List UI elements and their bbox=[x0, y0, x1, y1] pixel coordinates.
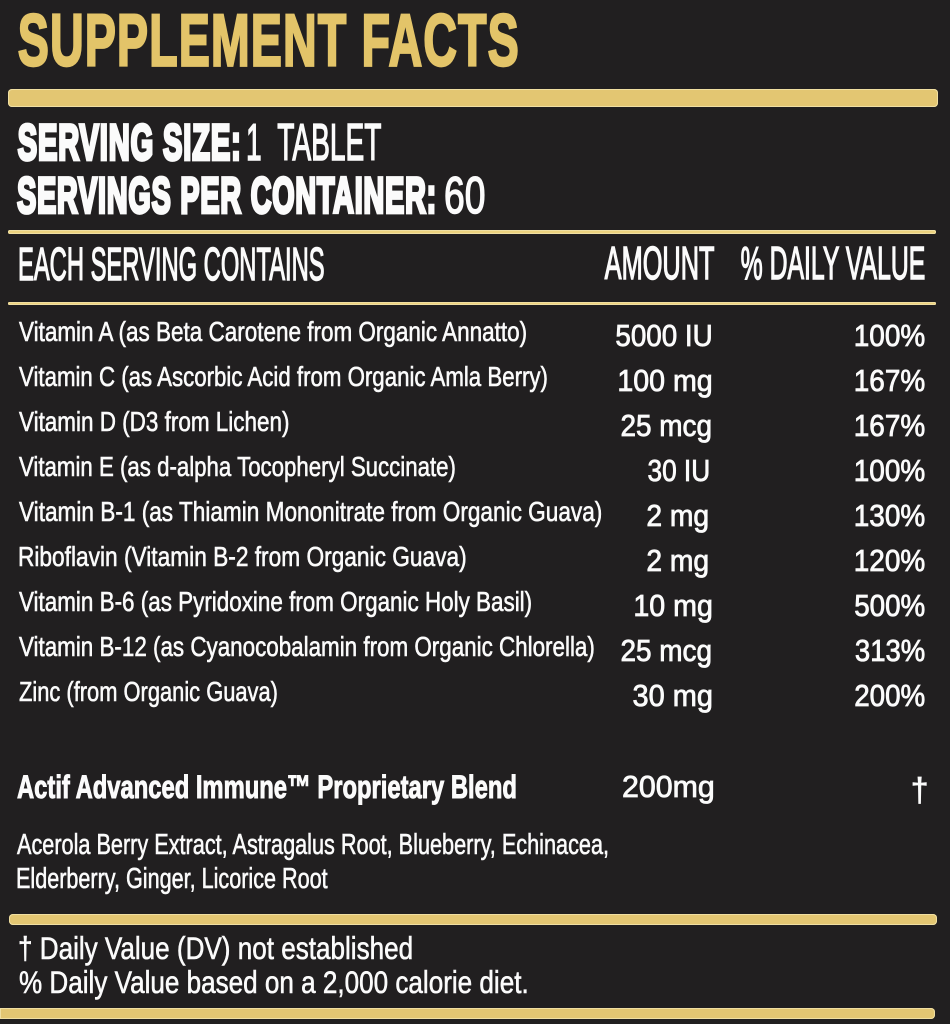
svg-text:SERVINGS PER CONTAINER:: SERVINGS PER CONTAINER: bbox=[17, 167, 437, 223]
svg-text:SERVING SIZE:: SERVING SIZE: bbox=[18, 115, 242, 171]
svg-text:SUPPLEMENT FACTS: SUPPLEMENT FACTS bbox=[18, 0, 520, 81]
